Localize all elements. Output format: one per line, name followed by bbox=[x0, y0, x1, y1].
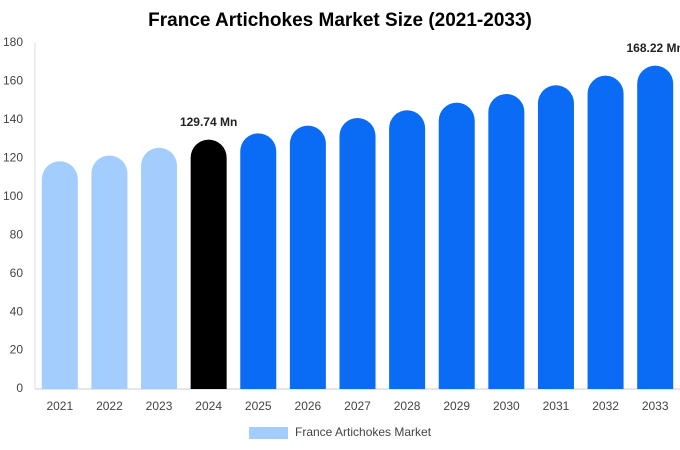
x-tick-label: 2028 bbox=[394, 399, 421, 413]
x-tick-label: 2032 bbox=[592, 399, 619, 413]
x-tick-label: 2022 bbox=[96, 399, 123, 413]
x-tick-label: 2024 bbox=[195, 399, 222, 413]
x-tick-label: 2031 bbox=[543, 399, 570, 413]
bar bbox=[537, 85, 574, 390]
y-tick-label: 40 bbox=[10, 304, 24, 318]
y-tick-label: 120 bbox=[3, 151, 23, 165]
y-tick-label: 0 bbox=[16, 381, 23, 395]
bar bbox=[240, 133, 277, 389]
value-label: 168.22 Mn bbox=[627, 41, 680, 55]
y-tick-label: 80 bbox=[10, 227, 24, 241]
y-tick-label: 180 bbox=[3, 35, 23, 49]
x-tick-label: 2025 bbox=[245, 399, 272, 413]
bar bbox=[91, 155, 128, 389]
chart-title: France Artichokes Market Size (2021-2033… bbox=[148, 10, 532, 31]
x-tick-label: 2023 bbox=[146, 399, 173, 413]
bar bbox=[190, 139, 227, 389]
y-tick-label: 140 bbox=[3, 112, 23, 126]
x-tick-label: 2026 bbox=[295, 399, 322, 413]
bar bbox=[587, 75, 624, 389]
bar bbox=[141, 147, 178, 389]
x-tick-label: 2030 bbox=[493, 399, 520, 413]
y-tick-label: 100 bbox=[3, 189, 23, 203]
y-tick-label: 160 bbox=[3, 74, 23, 88]
legend-swatch bbox=[249, 427, 288, 439]
x-tick-label: 2021 bbox=[46, 399, 73, 413]
bar bbox=[41, 161, 78, 389]
bar bbox=[389, 110, 426, 389]
y-tick-label: 20 bbox=[10, 343, 24, 357]
bar bbox=[637, 65, 674, 390]
y-tick-label: 60 bbox=[10, 266, 24, 280]
bar bbox=[438, 102, 475, 389]
bar bbox=[289, 125, 326, 390]
x-tick-label: 2033 bbox=[642, 399, 669, 413]
x-tick-label: 2029 bbox=[443, 399, 470, 413]
bar bbox=[488, 93, 525, 389]
legend-label: France Artichokes Market bbox=[295, 425, 432, 439]
value-label: 129.74 Mn bbox=[180, 115, 237, 129]
bar bbox=[339, 117, 376, 389]
x-tick-label: 2027 bbox=[344, 399, 371, 413]
